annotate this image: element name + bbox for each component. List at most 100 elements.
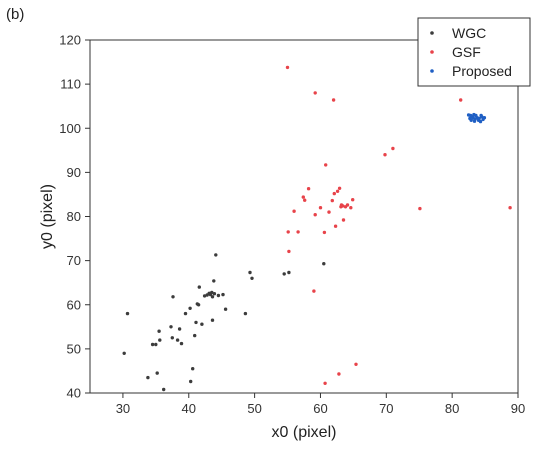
- data-point: [339, 203, 344, 207]
- x-tick-label: 60: [313, 401, 327, 416]
- figure-label: (b): [6, 6, 25, 23]
- data-point: [327, 210, 331, 214]
- data-point: [349, 206, 353, 210]
- data-point: [469, 118, 473, 123]
- y-tick-label: 120: [59, 33, 81, 48]
- data-point: [508, 206, 512, 210]
- x-axis-title: x0 (pixel): [272, 424, 337, 441]
- y-tick-label: 50: [67, 341, 81, 356]
- data-point: [171, 295, 175, 299]
- data-point: [155, 371, 159, 375]
- data-point: [322, 262, 326, 266]
- x-tick-label: 30: [116, 401, 130, 416]
- data-point: [183, 311, 188, 316]
- y-tick-label: 40: [67, 386, 81, 401]
- data-point: [468, 113, 473, 118]
- legend-marker: [430, 31, 434, 35]
- data-point: [324, 163, 328, 167]
- data-point: [351, 198, 355, 202]
- data-point: [418, 206, 422, 211]
- data-point: [175, 338, 180, 342]
- data-point: [243, 311, 248, 316]
- legend-label: GSF: [452, 44, 481, 60]
- y-tick-label: 90: [67, 165, 81, 180]
- data-point: [292, 209, 296, 213]
- data-point: [200, 322, 204, 326]
- x-tick-label: 90: [511, 401, 525, 416]
- data-point: [212, 279, 216, 283]
- legend-marker: [430, 50, 434, 54]
- y-tick-label: 100: [59, 121, 81, 136]
- data-point: [286, 230, 290, 234]
- data-point: [282, 272, 286, 276]
- y-tick-label: 110: [60, 77, 81, 92]
- data-point: [248, 270, 252, 275]
- data-point: [214, 253, 218, 257]
- y-axis-title: y0 (pixel): [39, 184, 56, 249]
- data-point: [323, 381, 327, 385]
- data-point: [312, 289, 316, 293]
- data-point: [154, 342, 158, 347]
- series-proposed: [466, 112, 487, 124]
- data-point: [313, 91, 317, 95]
- data-point: [322, 230, 327, 235]
- data-point: [296, 230, 300, 234]
- data-point: [202, 294, 207, 298]
- data-point: [158, 338, 162, 342]
- y-tick-label: 60: [67, 297, 81, 312]
- data-point: [197, 285, 201, 289]
- series-gsf: [285, 65, 512, 385]
- data-point: [301, 195, 305, 199]
- data-point: [210, 295, 215, 299]
- data-point: [337, 372, 341, 376]
- y-tick-label: 80: [67, 209, 81, 224]
- legend-marker: [430, 69, 434, 73]
- data-point: [150, 342, 155, 347]
- data-point: [287, 270, 291, 275]
- x-tick-label: 40: [182, 401, 196, 416]
- data-point: [306, 187, 311, 191]
- data-point: [223, 307, 228, 311]
- data-point: [162, 387, 166, 392]
- plot-frame: [89, 39, 519, 394]
- x-tick-label: 70: [379, 401, 393, 416]
- data-point: [216, 293, 221, 298]
- data-point: [189, 379, 193, 384]
- data-point: [459, 98, 463, 102]
- data-point: [341, 218, 346, 222]
- data-point: [472, 112, 476, 117]
- data-point: [122, 351, 126, 355]
- data-point: [391, 146, 395, 151]
- data-point: [221, 292, 225, 297]
- y-tick-label: 70: [67, 253, 81, 268]
- data-point: [478, 119, 483, 124]
- data-point: [313, 213, 317, 217]
- legend-label: Proposed: [452, 63, 512, 79]
- data-point: [146, 375, 150, 380]
- data-point: [354, 362, 358, 366]
- data-point: [303, 198, 307, 202]
- legend-box: [417, 17, 531, 87]
- series-wgc: [122, 253, 326, 392]
- data-point: [287, 249, 291, 254]
- data-point: [169, 325, 173, 329]
- data-point: [345, 203, 350, 207]
- data-point: [194, 320, 198, 325]
- data-point: [332, 191, 336, 196]
- data-point: [479, 113, 483, 118]
- data-point: [335, 189, 340, 193]
- data-point: [210, 290, 214, 295]
- x-tick-label: 80: [445, 401, 459, 416]
- data-point: [191, 367, 195, 371]
- data-point: [331, 98, 336, 102]
- data-point: [250, 276, 254, 280]
- data-point: [210, 318, 215, 322]
- data-point: [170, 336, 174, 340]
- data-point: [177, 327, 182, 331]
- data-point: [157, 329, 161, 333]
- data-point: [212, 292, 217, 296]
- x-tick-label: 50: [247, 401, 261, 416]
- data-point: [318, 206, 323, 210]
- data-point: [193, 333, 197, 338]
